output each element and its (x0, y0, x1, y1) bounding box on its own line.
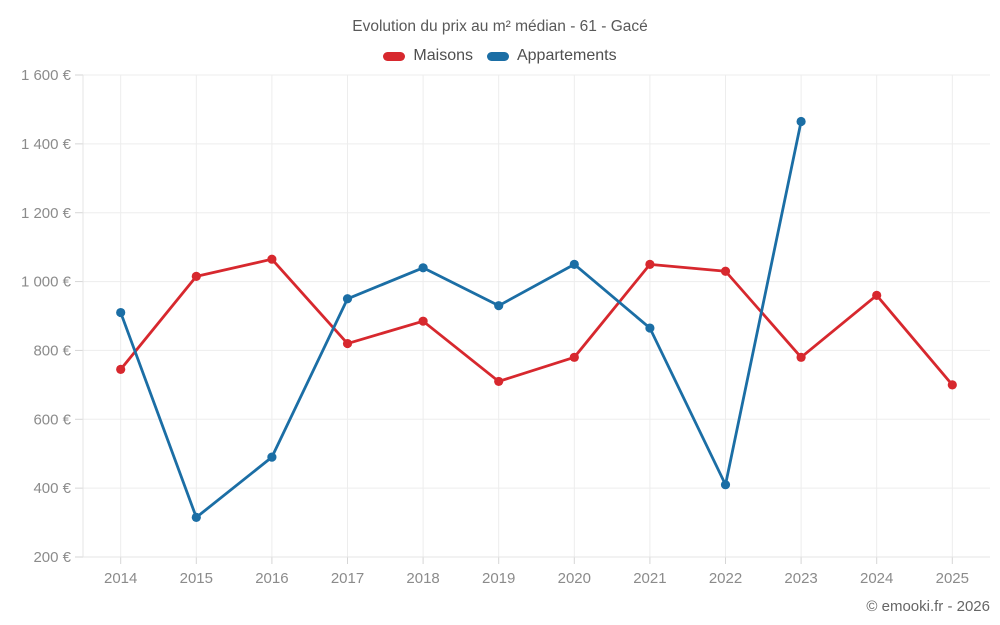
legend: Maisons Appartements (0, 47, 1000, 65)
appartements-data-point[interactable] (494, 301, 504, 311)
x-axis-label: 2022 (709, 570, 742, 587)
y-axis-label: 800 € (33, 343, 71, 360)
appartements-data-point[interactable] (796, 116, 806, 127)
x-axis-label: 2025 (936, 570, 969, 587)
maisons-data-point[interactable] (191, 271, 201, 282)
maisons-data-point[interactable] (645, 259, 655, 269)
x-axis-label: 2014 (104, 570, 137, 587)
appartements-data-point[interactable] (720, 480, 731, 490)
x-axis-label: 2023 (784, 570, 817, 587)
legend-label-maisons: Maisons (413, 47, 473, 64)
appartements-data-point[interactable] (645, 323, 655, 333)
x-axis-label: 2024 (860, 570, 893, 587)
appartements-data-point[interactable] (191, 512, 201, 523)
x-axis-label: 2018 (406, 570, 439, 587)
y-axis-label: 1 400 € (21, 136, 72, 153)
appartements-series-line (119, 120, 803, 519)
x-axis-label: 2015 (180, 570, 213, 587)
chart-title: Evolution du prix au m² médian - 61 - Ga… (352, 18, 648, 35)
legend-item-appartements[interactable]: Appartements (486, 47, 617, 65)
maisons-data-point[interactable] (418, 316, 428, 326)
x-axis-label: 2017 (331, 570, 364, 587)
x-axis-label: 2020 (558, 570, 591, 587)
appartements-data-point[interactable] (267, 452, 277, 462)
copyright-credit: © emooki.fr - 2026 (866, 598, 990, 615)
appartements-data-point[interactable] (569, 259, 579, 269)
appartements-series-swatch-icon (486, 51, 509, 61)
legend-item-maisons[interactable]: Maisons (383, 47, 473, 65)
y-axis-label: 1 000 € (21, 274, 72, 291)
maisons-data-point[interactable] (796, 352, 806, 362)
maisons-data-point[interactable] (494, 376, 504, 387)
y-axis-label: 1 600 € (21, 67, 72, 84)
maisons-data-point[interactable] (569, 352, 579, 362)
x-axis-label: 2019 (482, 570, 515, 587)
appartements-data-point[interactable] (116, 307, 126, 318)
x-axis-label: 2016 (255, 570, 288, 587)
maisons-data-point[interactable] (116, 364, 126, 374)
maisons-data-point[interactable] (267, 254, 277, 264)
y-axis-label: 400 € (33, 480, 71, 497)
legend-label-appartements: Appartements (516, 47, 617, 64)
y-axis-label: 200 € (33, 549, 71, 566)
maisons-data-point[interactable] (872, 290, 882, 300)
x-axis-label: 2021 (633, 570, 666, 587)
y-axis-label: 600 € (33, 411, 71, 428)
appartements-data-point[interactable] (418, 263, 428, 273)
maisons-data-point[interactable] (342, 338, 353, 349)
y-axis-label: 1 200 € (21, 205, 72, 222)
maisons-series-line (119, 257, 954, 387)
maisons-series-swatch-icon (383, 51, 406, 61)
maisons-data-point[interactable] (947, 380, 957, 390)
maisons-data-point[interactable] (720, 266, 731, 276)
appartements-data-point[interactable] (342, 294, 353, 304)
